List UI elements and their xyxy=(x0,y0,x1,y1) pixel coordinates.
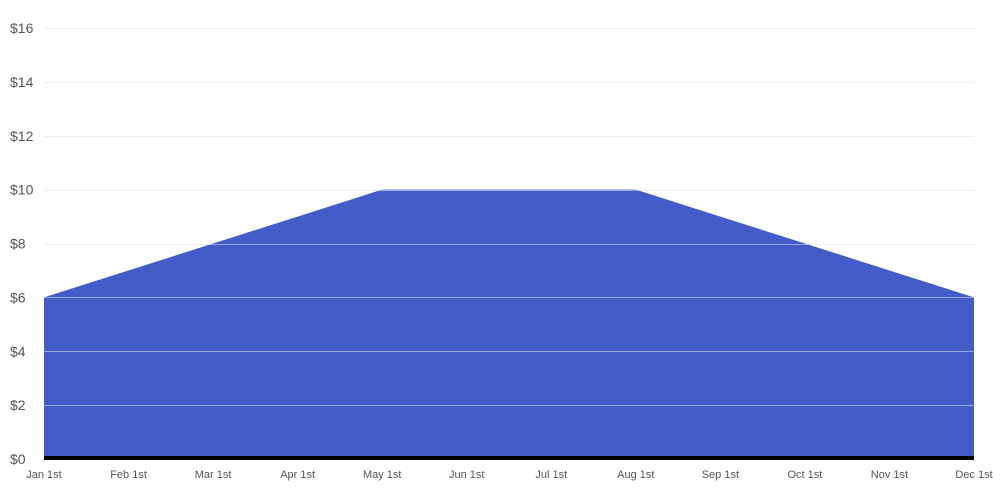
y-tick-label: $10 xyxy=(10,182,34,198)
y-axis-ticks: $0 $2 $4 $6 $8 $10 $12 $14 $16 xyxy=(10,20,34,467)
x-tick-label: Jun 1st xyxy=(449,469,484,481)
y-tick-label: $4 xyxy=(10,343,26,359)
y-tick-label: $8 xyxy=(10,236,26,252)
x-tick-label: May 1st xyxy=(363,469,402,481)
y-tick-label: $16 xyxy=(10,20,34,36)
x-tick-label: Mar 1st xyxy=(195,469,232,481)
area-series-0 xyxy=(44,189,974,459)
x-tick-label: Sep 1st xyxy=(702,469,739,481)
x-tick-label: Nov 1st xyxy=(871,469,908,481)
x-tick-label: Feb 1st xyxy=(110,469,147,481)
x-tick-label: Apr 1st xyxy=(280,469,315,481)
y-tick-label: $2 xyxy=(10,397,26,413)
x-axis-baseline xyxy=(44,456,974,460)
x-tick-label: Oct 1st xyxy=(787,469,822,481)
y-tick-label: $14 xyxy=(10,74,34,90)
y-tick-label: $12 xyxy=(10,128,34,144)
x-tick-label: Aug 1st xyxy=(617,469,654,481)
baseline xyxy=(44,456,974,460)
gridlines-overlay xyxy=(44,28,974,406)
area-series xyxy=(44,189,974,459)
x-tick-label: Dec 1st xyxy=(955,469,992,481)
y-tick-label: $0 xyxy=(10,451,26,467)
y-tick-label: $6 xyxy=(10,289,26,305)
x-tick-label: Jan 1st xyxy=(26,469,61,481)
x-axis-ticks: Jan 1st Feb 1st Mar 1st Apr 1st May 1st Jun 1… xyxy=(26,469,992,481)
x-tick-label: Jul 1st xyxy=(535,469,567,481)
